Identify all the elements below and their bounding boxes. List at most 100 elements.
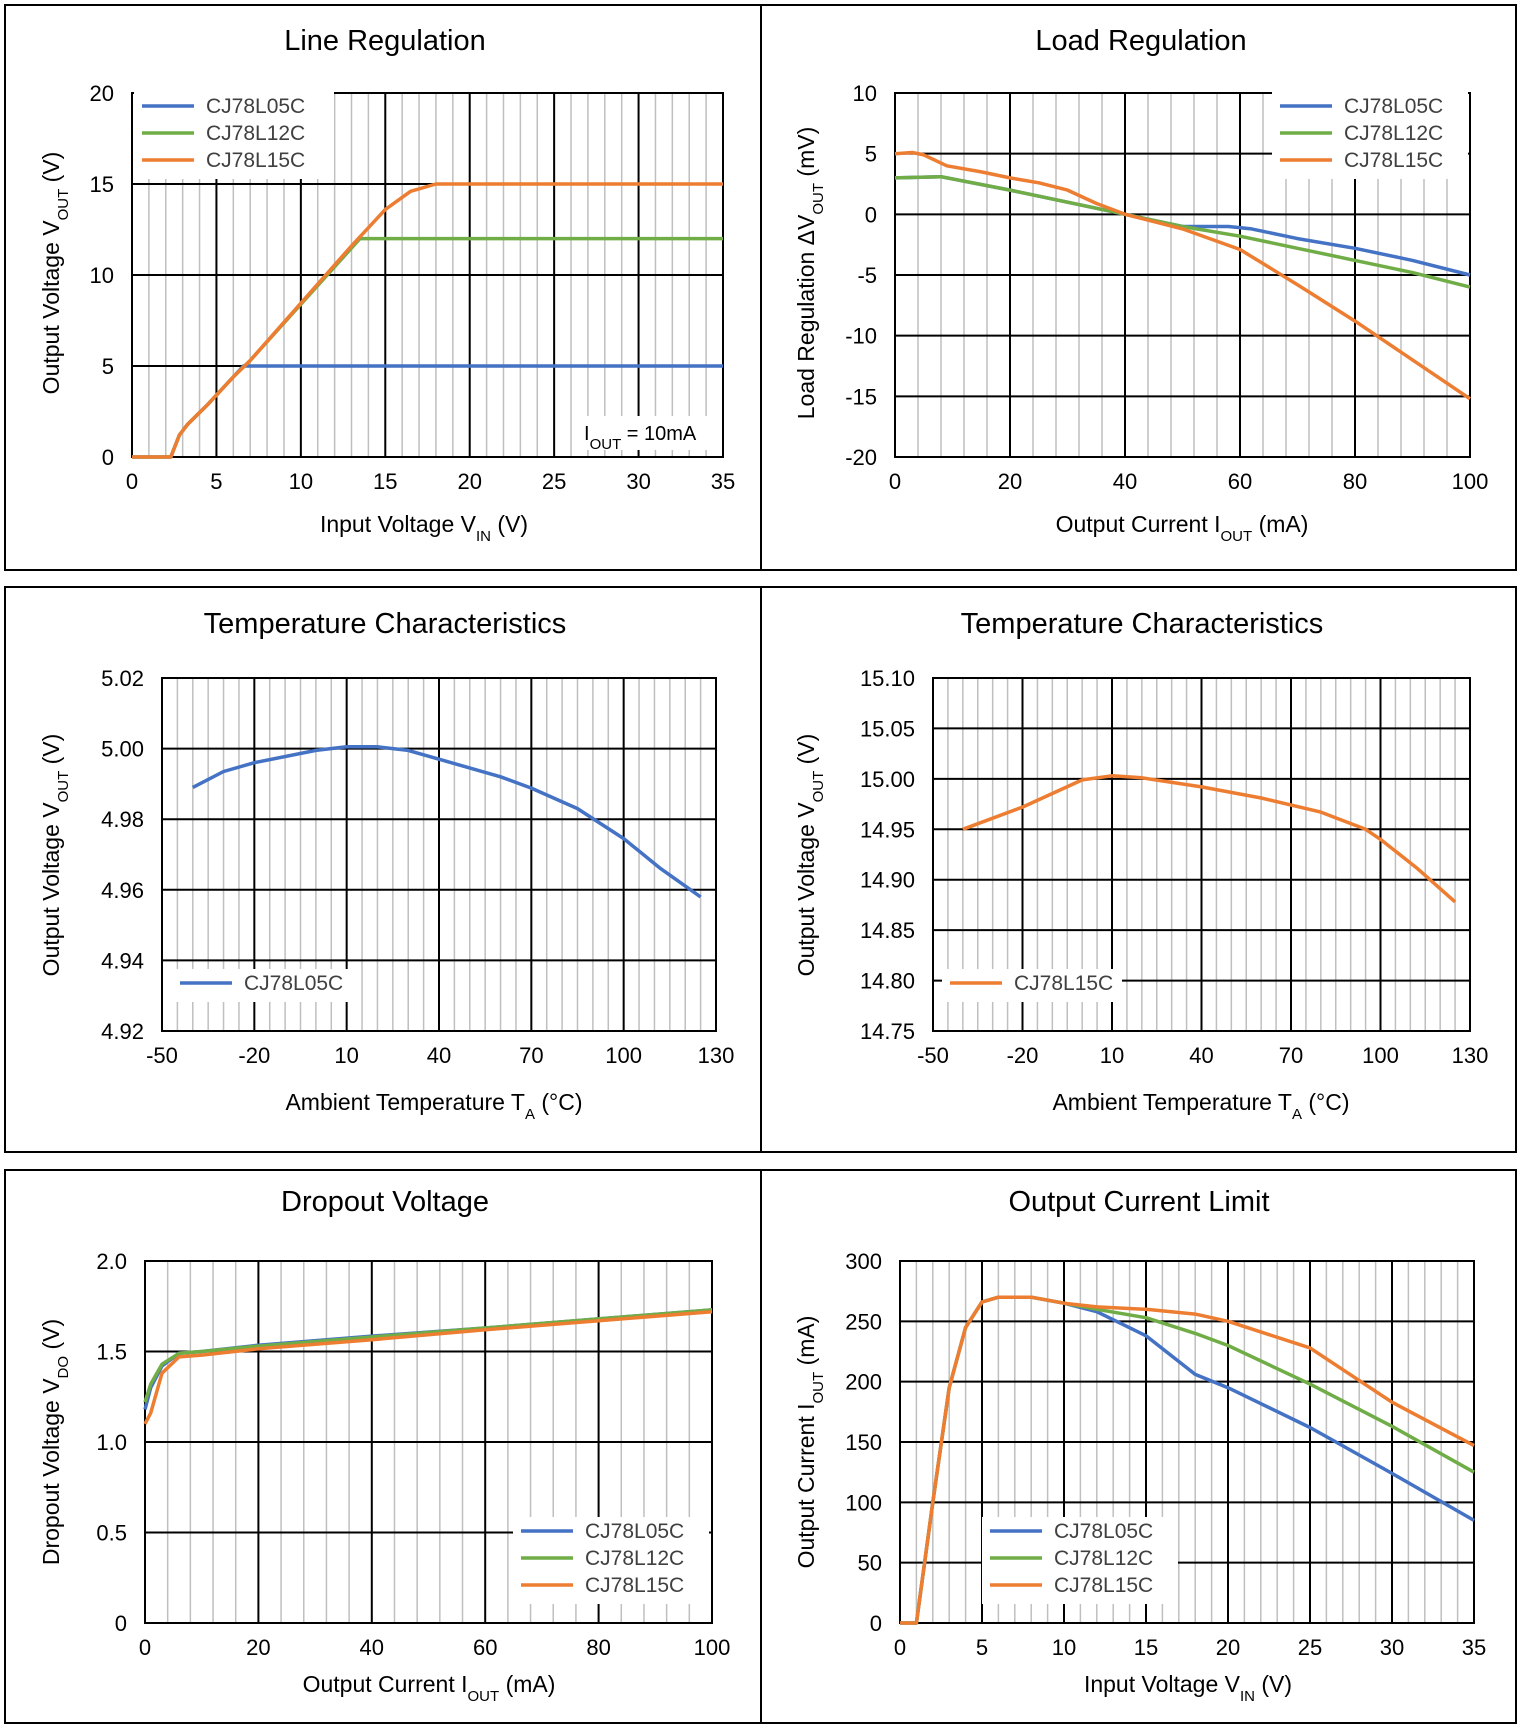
y-tick-label: 10 [853, 81, 877, 106]
y-tick-label: 0 [865, 202, 877, 227]
series-line-cj78l15c [894, 150, 1471, 401]
y-axis-label: Output Voltage VOUT (V) [38, 734, 72, 977]
x-axis-label: Output Current IOUT (mA) [303, 1671, 556, 1705]
x-tick-label: 100 [605, 1043, 642, 1068]
y-tick-label: 14.75 [860, 1019, 915, 1044]
legend-label: CJ78L05C [1054, 1520, 1153, 1543]
y-axis-label-sub: OUT [55, 771, 72, 803]
y-tick-label: 4.92 [101, 1019, 144, 1044]
x-axis-label: Output Current IOUT (mA) [1056, 511, 1309, 545]
y-axis-label-tail: (V) [38, 152, 64, 189]
chart-temperature-15v: Temperature Characteristics -50 -20 10 40 70 1… [793, 608, 1488, 1123]
legend-label: CJ78L05C [206, 95, 305, 118]
y-tick-label: 0 [115, 1611, 127, 1636]
x-tick-label: 15 [1134, 1635, 1158, 1660]
y-axis-label-main: Output Current I [793, 1403, 819, 1568]
x-tick-label: 60 [1228, 469, 1252, 494]
x-axis-label-tail: (V) [1255, 1671, 1292, 1697]
y-tick-label: -10 [845, 324, 877, 349]
y-axis-label-tail: (V) [38, 734, 64, 771]
panel-temperature-5v: Temperature Characteristics -50 -20 10 40 70 1… [4, 586, 762, 1153]
legend-label: CJ78L05C [244, 972, 343, 995]
chart-title: Dropout Voltage [281, 1186, 489, 1218]
x-tick-label: 0 [894, 1635, 906, 1660]
legend-label: CJ78L05C [1344, 95, 1443, 118]
x-axis-label: Input Voltage VIN (V) [320, 511, 528, 545]
x-axis-label: Ambient Temperature TA (°C) [285, 1089, 582, 1123]
legend: CJ78L05C CJ78L12C CJ78L15C [1272, 92, 1468, 179]
legend-label: CJ78L15C [585, 1574, 684, 1597]
x-tick-label: 40 [1189, 1043, 1213, 1068]
x-axis-label: Ambient Temperature TA (°C) [1052, 1089, 1349, 1123]
chart-title: Output Current Limit [1008, 1186, 1269, 1218]
panel-load-regulation: Load Regulation 0 20 40 60 80 100 -20 -15 -10 -5 0 5… [760, 4, 1517, 571]
y-tick-label: 1.0 [96, 1430, 127, 1455]
plot-frame [161, 677, 717, 1032]
x-tick-label: 10 [334, 1043, 358, 1068]
chart-output-current-limit: Output Current Limit 0 5 10 15 20 25 30 35 0 50 100… [793, 1186, 1486, 1705]
legend-label: CJ78L15C [206, 149, 305, 172]
y-tick-label: 250 [845, 1309, 882, 1334]
chart-title: Temperature Characteristics [204, 608, 567, 640]
y-tick-label: 4.98 [101, 807, 144, 832]
legend: CJ78L05C CJ78L12C CJ78L15C [513, 1517, 709, 1604]
legend: CJ78L05C CJ78L12C CJ78L15C [134, 92, 334, 179]
chart-load-regulation: Load Regulation 0 20 40 60 80 100 -20 -15 -10 -5 0 5… [793, 25, 1488, 545]
x-axis-label-sub: IN [476, 528, 491, 545]
x-tick-label: 20 [457, 469, 481, 494]
legend-label: CJ78L12C [585, 1547, 684, 1570]
x-axis-label-tail: (mA) [1252, 511, 1308, 537]
y-tick-label: 300 [845, 1249, 882, 1274]
legend: CJ78L05C CJ78L12C CJ78L15C [982, 1517, 1178, 1604]
y-tick-label: 2.0 [96, 1249, 127, 1274]
plot-frame [131, 92, 724, 458]
y-tick-label: 100 [845, 1490, 882, 1515]
y-tick-label: 1.5 [96, 1340, 127, 1365]
y-axis-label-sub: DO [55, 1356, 72, 1379]
y-axis-label: Output Voltage VOUT (V) [793, 734, 827, 977]
x-tick-label: 60 [473, 1635, 497, 1660]
y-axis-label-main: Output Voltage V [793, 802, 819, 977]
y-tick-label: -15 [845, 384, 877, 409]
legend-label: CJ78L12C [1054, 1547, 1153, 1570]
legend-label: CJ78L15C [1054, 1574, 1153, 1597]
plot-frame [932, 677, 1471, 1032]
x-axis-label-tail: (°C) [1302, 1089, 1350, 1115]
x-axis-label-tail: (°C) [535, 1089, 583, 1115]
legend: CJ78L05C [172, 969, 352, 1002]
x-tick-label: 40 [360, 1635, 384, 1660]
annotation-iout-sub: OUT [590, 436, 622, 453]
y-tick-label: 15.10 [860, 666, 915, 691]
chart-line-regulation: Line Regulation 0 5 10 15 20 25 30 35 0 5 10 15 20 Inp… [38, 25, 735, 545]
y-tick-label: 0.5 [96, 1521, 127, 1546]
x-axis-label-main: Ambient Temperature T [285, 1089, 525, 1115]
y-axis-label-main: Output Voltage V [38, 802, 64, 977]
series-line-cj78l05c [143, 1308, 713, 1410]
y-axis-label-sub: OUT [810, 183, 827, 215]
x-tick-label: 10 [1100, 1043, 1124, 1068]
series-line-cj78l15c [143, 1309, 713, 1425]
annotation-iout-main: I [584, 423, 590, 445]
chart-title: Load Regulation [1035, 25, 1246, 57]
x-tick-label: 0 [139, 1635, 151, 1660]
y-tick-label: 150 [845, 1430, 882, 1455]
x-axis-label-main: Output Current I [1056, 511, 1221, 537]
y-tick-label: 14.90 [860, 868, 915, 893]
y-axis-label-main: Output Voltage V [38, 220, 64, 395]
y-axis-label-main: Load Regulation ΔV [793, 214, 819, 419]
x-tick-label: 130 [698, 1043, 735, 1068]
y-axis-label-tail: (mA) [793, 1316, 819, 1372]
y-tick-label: 15.00 [860, 767, 915, 792]
y-axis-label: Output Current IOUT (mA) [793, 1316, 827, 1569]
x-tick-label: 10 [289, 469, 313, 494]
panel-temperature-15v: Temperature Characteristics -50 -20 10 40 70 1… [760, 586, 1517, 1153]
y-axis-label-sub: OUT [810, 1372, 827, 1404]
chart-temperature-5v: Temperature Characteristics -50 -20 10 40 70 1… [38, 608, 735, 1123]
chart-dropout-voltage: Dropout Voltage 0 20 40 60 80 100 0 0.5 1.0 1.5 2.0… [38, 1186, 730, 1705]
plot-frame [899, 1260, 1475, 1624]
legend-background [172, 969, 352, 1002]
y-axis-label-sub: OUT [55, 189, 72, 221]
annotation-iout: IOUT = 10mA [584, 423, 697, 453]
legend-label: CJ78L15C [1344, 149, 1443, 172]
